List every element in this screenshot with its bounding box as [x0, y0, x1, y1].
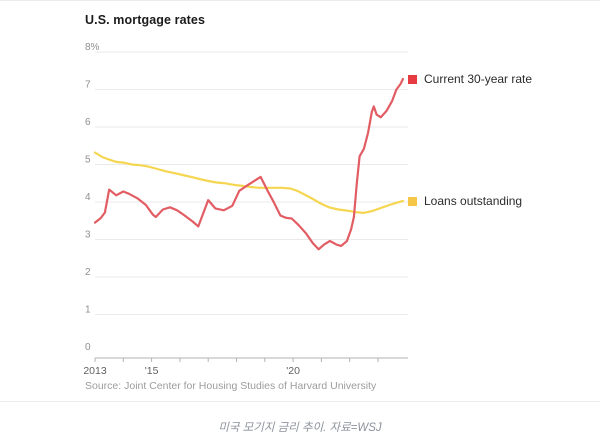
top-divider: [0, 0, 600, 1]
svg-text:7: 7: [85, 80, 91, 91]
image-caption: 미국 모기지 금리 추이. 자료=WSJ: [218, 422, 382, 434]
gridlines: [95, 51, 408, 315]
svg-text:2013: 2013: [83, 365, 107, 377]
legend-item-current-rate: Current 30-year rate: [408, 72, 532, 86]
line-current-30-year-rate: [93, 77, 404, 251]
x-axis-labels: 2013 '15 '20: [83, 365, 300, 377]
legend-swatch-red-icon: [408, 74, 417, 84]
legend-label-loans-outstanding: Loans outstanding: [424, 194, 523, 208]
svg-text:'15: '15: [145, 365, 159, 377]
chart-title: U.S. mortgage rates: [85, 13, 205, 27]
svg-text:8%: 8%: [85, 42, 100, 53]
legend-swatch-yellow-icon: [408, 196, 417, 206]
legend-item-loans-outstanding: Loans outstanding: [408, 194, 522, 208]
svg-text:0: 0: [85, 342, 91, 353]
svg-text:2: 2: [85, 267, 91, 278]
svg-text:6: 6: [85, 117, 91, 128]
svg-text:4: 4: [85, 192, 91, 203]
svg-text:3: 3: [85, 230, 91, 241]
svg-text:1: 1: [85, 305, 91, 316]
svg-text:5: 5: [85, 155, 91, 166]
legend-label-current-rate: Current 30-year rate: [424, 72, 533, 86]
chart-source: Source: Joint Center for Housing Studies…: [85, 380, 377, 392]
y-axis-labels: 0 1 2 3 4 5 6 7 8%: [85, 42, 100, 353]
svg-text:'20: '20: [286, 365, 300, 377]
x-axis: [94, 357, 408, 362]
bottom-divider: [0, 401, 600, 402]
